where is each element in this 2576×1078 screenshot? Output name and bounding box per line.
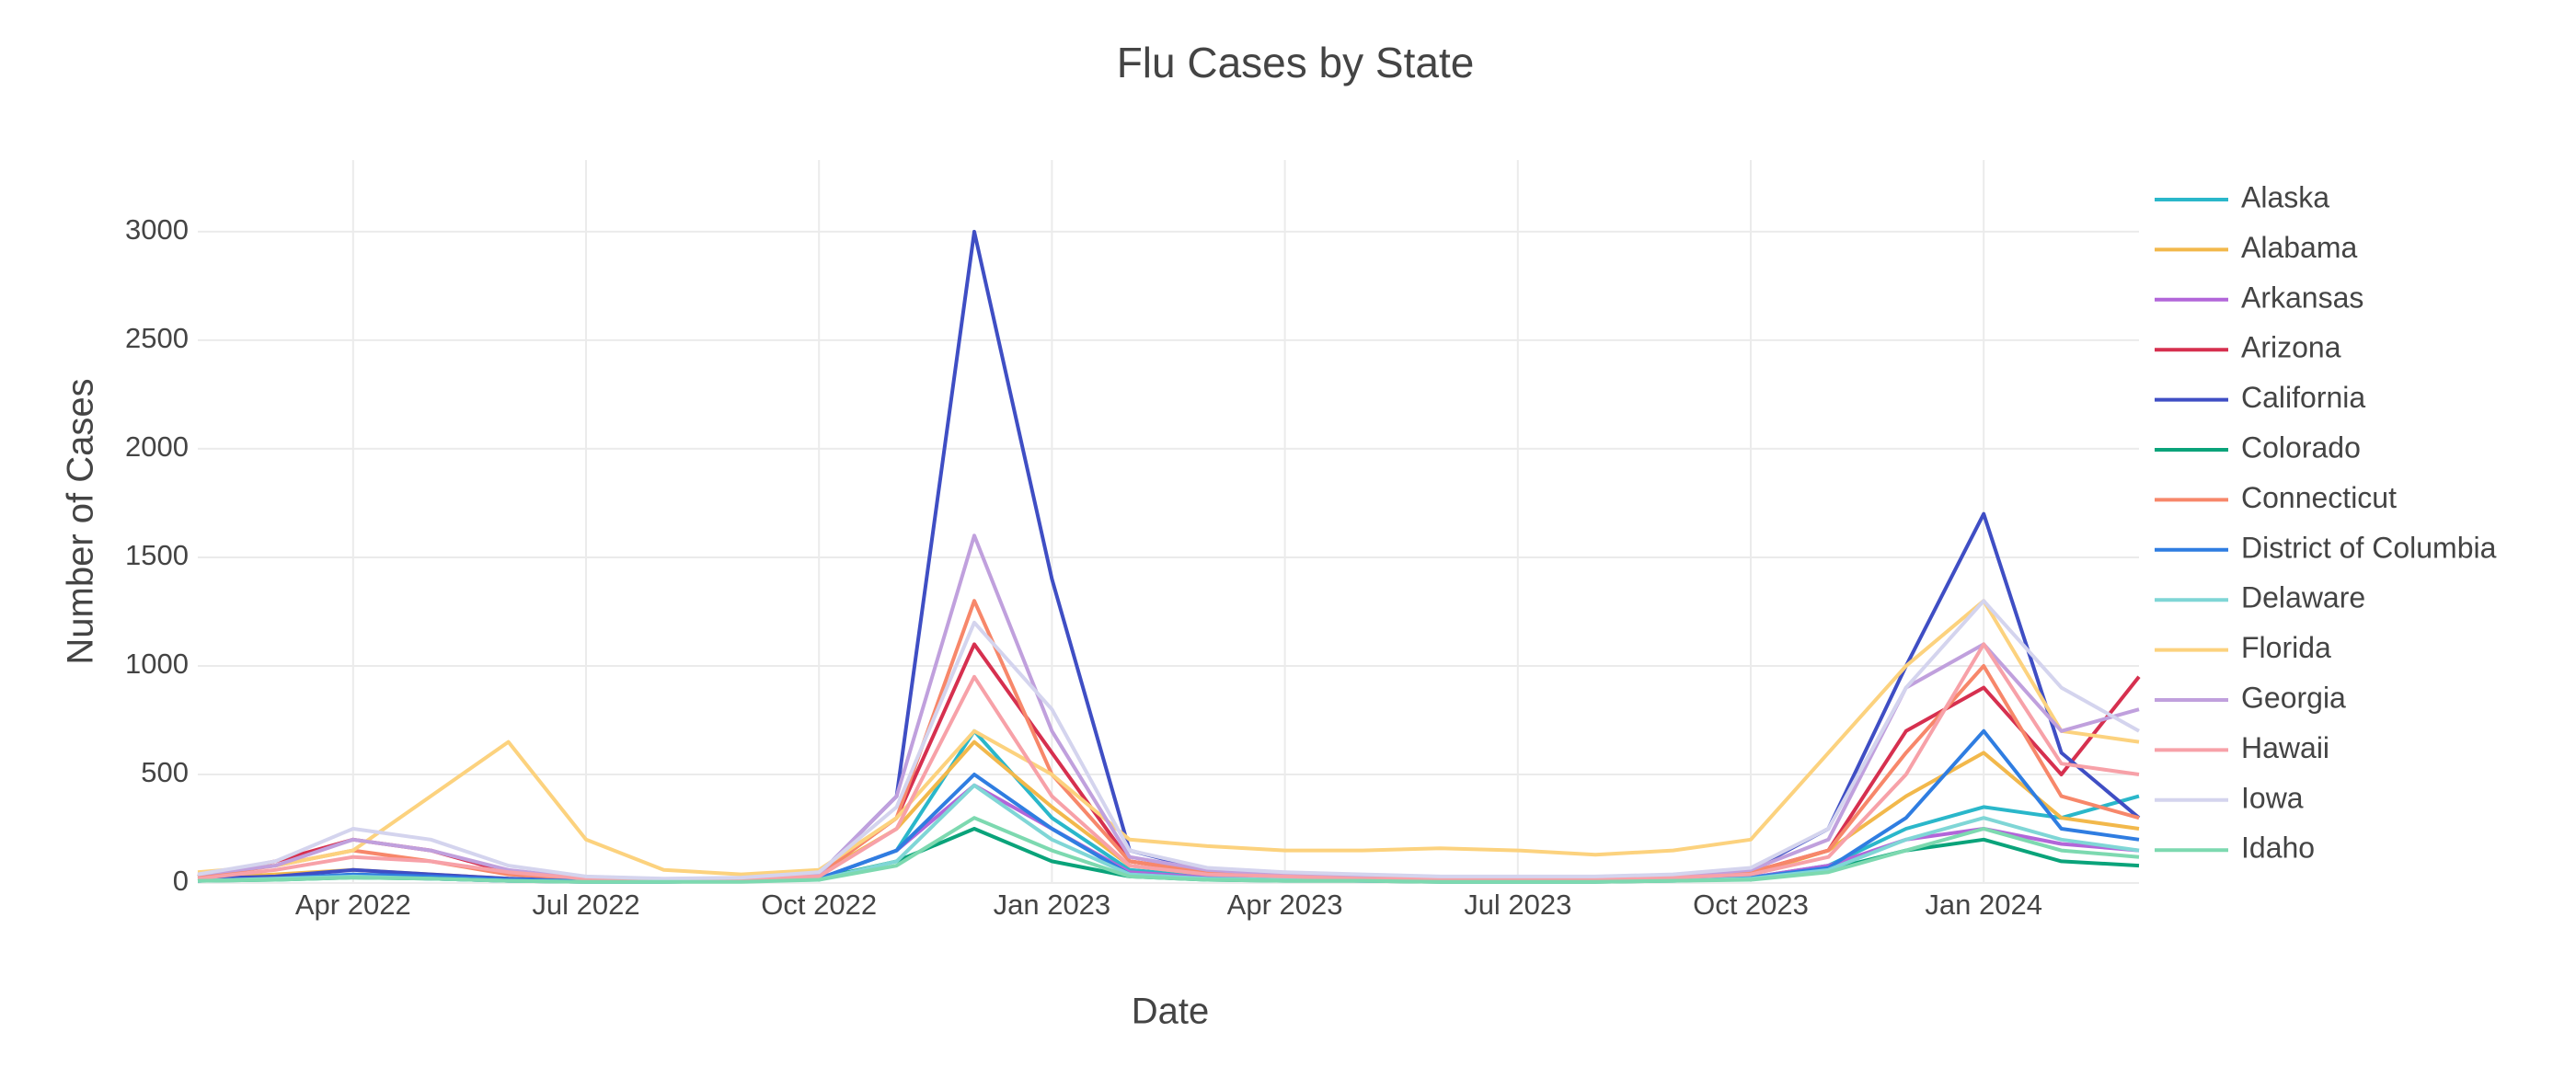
x-tick-label: Oct 2022 bbox=[761, 889, 877, 921]
series-line bbox=[197, 229, 2141, 883]
legend-label: Alaska bbox=[2241, 180, 2329, 213]
legend-label: Connecticut bbox=[2241, 481, 2397, 514]
legend-label: Iowa bbox=[2241, 781, 2304, 814]
y-tick-label: 2000 bbox=[125, 430, 189, 463]
x-tick-label: Jul 2023 bbox=[1464, 889, 1571, 921]
x-tick-label: Apr 2023 bbox=[1227, 889, 1343, 921]
legend-label: Arizona bbox=[2241, 331, 2341, 364]
y-tick-label: 1500 bbox=[125, 539, 189, 571]
legend-label: California bbox=[2241, 381, 2365, 414]
series-line bbox=[197, 642, 2140, 882]
y-tick-label: 3000 bbox=[125, 213, 189, 246]
legend-label: Idaho bbox=[2241, 831, 2315, 865]
x-tick-label: Jan 2023 bbox=[994, 889, 1111, 921]
legend-label: Arkansas bbox=[2241, 281, 2363, 314]
series-line bbox=[197, 816, 2140, 884]
y-tick-label: 500 bbox=[141, 756, 189, 788]
legend-label: Alabama bbox=[2241, 231, 2358, 264]
y-axis-label: Number of Cases bbox=[61, 378, 101, 664]
series-line bbox=[197, 599, 2140, 877]
y-tick-label: 0 bbox=[173, 865, 189, 897]
x-axis-label: Date bbox=[1132, 992, 1210, 1032]
x-tick-label: Oct 2023 bbox=[1693, 889, 1809, 921]
legend-label: Florida bbox=[2241, 631, 2331, 664]
legend-label: Hawaii bbox=[2241, 731, 2329, 764]
legend-label: Colorado bbox=[2241, 430, 2361, 464]
chart-title: Flu Cases by State bbox=[1117, 39, 1475, 86]
x-tick-label: Jan 2024 bbox=[1925, 889, 2042, 921]
x-tick-label: Apr 2022 bbox=[295, 889, 411, 921]
y-tick-label: 2500 bbox=[125, 322, 189, 354]
legend-label: Georgia bbox=[2241, 681, 2346, 714]
series-line bbox=[197, 599, 2140, 881]
x-tick-label: Jul 2022 bbox=[532, 889, 639, 921]
legend-label: District of Columbia bbox=[2241, 531, 2497, 564]
legend-label: Delaware bbox=[2241, 581, 2365, 614]
y-tick-label: 1000 bbox=[125, 648, 189, 680]
